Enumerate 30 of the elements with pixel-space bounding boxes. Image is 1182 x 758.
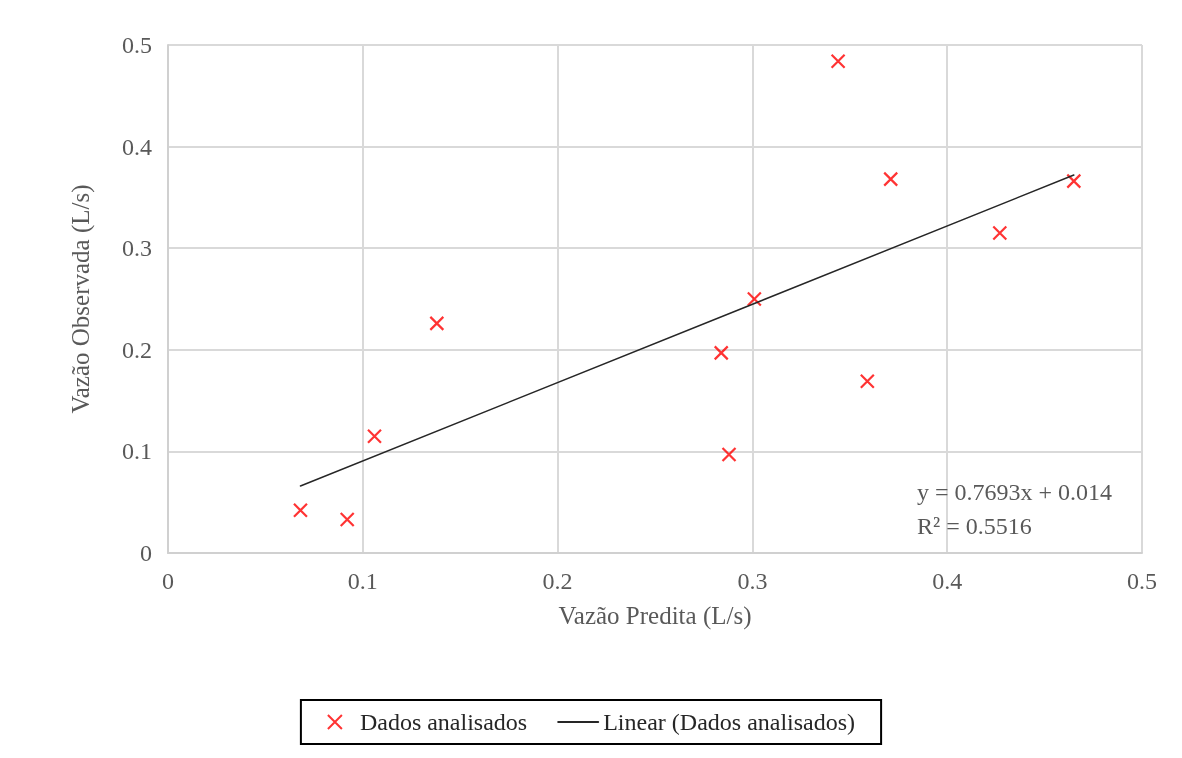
point [830,53,846,69]
x-tick-label: 0 [162,568,174,594]
point [366,428,383,444]
annotation: y = 0.7693x + 0.014 [916,479,1113,505]
x-tick-label: 0.5 [1127,568,1157,594]
legend-label: Dados analisados [359,709,528,735]
y-tick-label: 0.3 [122,235,152,262]
point [1066,173,1082,189]
point [992,225,1008,241]
point [859,373,875,389]
x-tick-label: 0.1 [347,568,378,594]
x-tick-label: 0.3 [737,568,768,594]
point [883,171,899,187]
point [292,502,309,518]
point [713,345,729,361]
y-axis-title: Vazão Observada (L/s) [67,184,95,414]
point [429,315,445,331]
annotation: R² = 0.5516 [916,513,1032,539]
y-tick-label: 0.5 [122,32,152,58]
point [746,291,762,307]
y-tick-label: 0.2 [122,336,152,363]
x-axis-title: Vazão Predita (L/s) [558,602,752,630]
y-tick-label: 0 [140,540,152,566]
point [339,511,355,528]
legend-label: Linear (Dados analisados) [603,709,856,735]
y-tick-label: 0.1 [122,438,152,465]
y-tick-label: 0.4 [122,133,152,160]
x-tick-label: 0.2 [542,568,573,594]
point [721,446,737,463]
x-tick-label: 0.4 [932,568,963,594]
